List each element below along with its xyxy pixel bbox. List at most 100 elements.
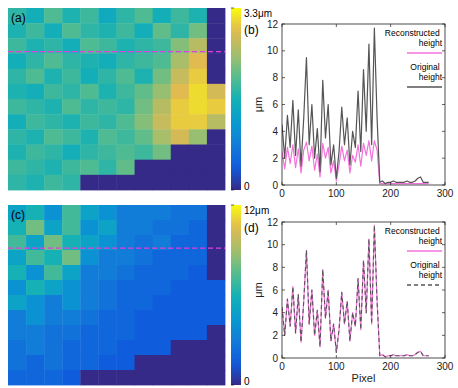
- legend-label-line: height: [419, 38, 443, 48]
- heat-cell: [117, 114, 135, 130]
- heat-cell: [189, 8, 207, 24]
- heat-cell: [171, 205, 189, 220]
- legend-label-line: Reconstructed: [385, 226, 442, 236]
- y-tick-label: 12: [267, 19, 279, 30]
- heat-cell: [62, 220, 80, 235]
- heat-cell: [62, 84, 80, 100]
- heat-cell: [189, 220, 207, 235]
- heat-cell: [62, 295, 80, 310]
- heat-cell: [207, 129, 225, 145]
- heat-cell: [26, 160, 44, 176]
- x-tick: [282, 24, 283, 27]
- y-tick: [282, 185, 285, 186]
- plot-area: [282, 24, 445, 185]
- y-tick: [282, 222, 285, 223]
- heat-cell: [26, 325, 44, 340]
- heat-cell: [171, 265, 189, 280]
- panel-label: (d): [244, 221, 259, 235]
- heat-cell: [98, 355, 116, 370]
- frame: [282, 24, 445, 185]
- y-tick: [282, 335, 285, 336]
- y-tick-label: 4: [272, 307, 278, 318]
- colorbar-label: 12μm: [244, 205, 269, 216]
- heat-cell: [62, 69, 80, 85]
- heat-cell: [8, 265, 26, 280]
- x-tick-label: 200: [382, 361, 399, 372]
- heat-cell: [98, 205, 116, 220]
- heat-cell: [189, 84, 207, 100]
- heat-cell: [98, 129, 116, 145]
- heat-cell: [44, 265, 62, 280]
- x-tick: [336, 24, 337, 27]
- heat-cell: [8, 355, 26, 370]
- heat-cell: [44, 325, 62, 340]
- y-tick: [282, 131, 285, 132]
- colorbar: [231, 205, 241, 385]
- x-axis-label: Pixel: [352, 372, 376, 384]
- legend-label-line: height: [419, 72, 443, 82]
- legend-label: Original height: [410, 260, 442, 280]
- legend-label-line: height: [419, 236, 443, 246]
- data-group: [282, 28, 429, 184]
- x-tick: [390, 222, 391, 225]
- legend-swatch: [407, 250, 442, 251]
- heat-cell: [117, 370, 135, 385]
- y-tick: [442, 131, 445, 132]
- y-axis-label: μm: [252, 282, 264, 298]
- heat-cell: [171, 310, 189, 325]
- heat-cell: [44, 220, 62, 235]
- heat-cell: [117, 355, 135, 370]
- heat-cell: [26, 205, 44, 220]
- heat-cell: [44, 250, 62, 265]
- heat-cell: [153, 325, 171, 340]
- heat-cell: [26, 129, 44, 145]
- heat-cell: [44, 205, 62, 220]
- heat-cell: [135, 84, 153, 100]
- heat-cell: [62, 8, 80, 24]
- x-tick-label: 200: [382, 188, 399, 199]
- heat-cell: [153, 99, 171, 115]
- heat-cell: [171, 160, 189, 176]
- legend-swatch: [407, 52, 442, 53]
- heat-cell: [153, 340, 171, 355]
- heat-cell: [26, 340, 44, 355]
- heat-cell: [8, 295, 26, 310]
- heat-cell: [171, 8, 189, 24]
- heat-cell: [44, 370, 62, 385]
- heat-cell: [26, 99, 44, 115]
- heat-cell: [80, 370, 98, 385]
- heat-cell: [117, 23, 135, 39]
- heat-cell: [8, 310, 26, 325]
- heat-cell: [153, 250, 171, 265]
- y-tick: [282, 358, 285, 359]
- y-tick-label: 8: [272, 262, 278, 273]
- profile-line: [8, 248, 225, 249]
- legend: Reconstructed heightOriginal height: [385, 28, 443, 87]
- heat-cell: [44, 175, 62, 191]
- heat-cell: [117, 69, 135, 85]
- y-tick-label: 0: [272, 180, 278, 191]
- heat-cell: [207, 23, 225, 39]
- heat-cell: [207, 205, 225, 220]
- heat-cell: [135, 355, 153, 370]
- heat-cell: [80, 160, 98, 176]
- heat-cell: [189, 175, 207, 191]
- heat-cell: [44, 23, 62, 39]
- heat-cell: [135, 8, 153, 24]
- heat-cell: [80, 129, 98, 145]
- heat-cell: [44, 54, 62, 70]
- heat-cell: [80, 325, 98, 340]
- y-tick: [442, 267, 445, 268]
- heat-cell: [44, 99, 62, 115]
- heat-cell: [135, 340, 153, 355]
- heat-cell: [135, 99, 153, 115]
- heat-cell: [207, 160, 225, 176]
- heat-cell: [189, 54, 207, 70]
- y-tick-label: 12: [267, 217, 279, 228]
- heat-cell: [171, 295, 189, 310]
- y-tick: [442, 185, 445, 186]
- x-tick: [336, 182, 337, 185]
- heat-cell: [189, 310, 207, 325]
- heat-cell: [26, 8, 44, 24]
- legend-label: Original height: [410, 62, 442, 82]
